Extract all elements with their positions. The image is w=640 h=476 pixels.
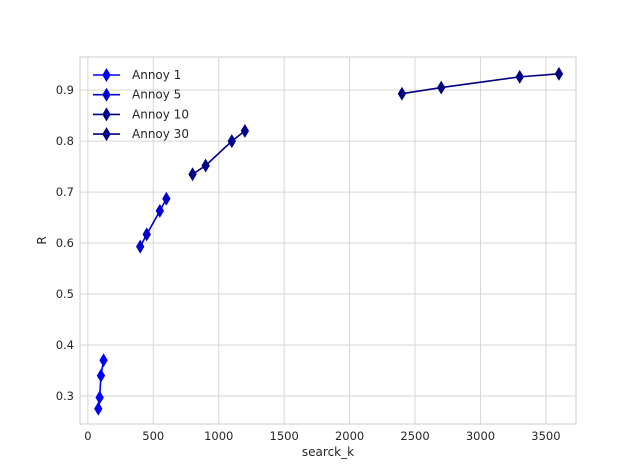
data-point xyxy=(515,69,524,84)
data-point xyxy=(95,390,104,405)
series-3 xyxy=(188,123,250,182)
series-1 xyxy=(94,353,108,416)
x-tick-label: 500 xyxy=(142,429,164,443)
legend-marker xyxy=(102,87,111,102)
series-layer xyxy=(94,66,564,416)
data-point xyxy=(227,134,236,149)
legend-marker xyxy=(102,107,111,122)
y-tick-label: 0.4 xyxy=(56,338,74,352)
data-point xyxy=(155,203,165,218)
series-2 xyxy=(136,191,171,254)
data-point xyxy=(188,167,197,182)
x-tick-label: 2000 xyxy=(335,429,364,443)
series-line xyxy=(139,198,168,247)
data-point xyxy=(99,353,108,368)
y-tick-label: 0.7 xyxy=(56,185,74,199)
y-axis: 0.3 0.4 0.5 0.6 0.7 0.8 0.9 xyxy=(56,83,74,403)
y-axis-label: R xyxy=(35,236,49,244)
data-point xyxy=(94,401,103,416)
data-point xyxy=(136,239,145,254)
legend-label: Annoy 10 xyxy=(132,107,189,121)
legend-entry: Annoy 1 xyxy=(93,68,181,82)
series-line xyxy=(192,130,246,175)
data-point xyxy=(96,368,106,383)
data-point xyxy=(201,158,210,173)
legend-marker xyxy=(102,127,111,142)
x-tick-label: 3500 xyxy=(531,429,560,443)
legend-entry: Annoy 10 xyxy=(93,107,189,121)
legend-marker xyxy=(102,68,111,82)
legend-entry: Annoy 5 xyxy=(93,88,181,102)
series-4 xyxy=(397,66,564,101)
y-tick-label: 0.6 xyxy=(56,236,74,250)
data-point xyxy=(240,123,250,138)
y-tick-label: 0.9 xyxy=(56,83,74,97)
data-point xyxy=(554,66,564,81)
y-tick-label: 0.8 xyxy=(56,134,74,148)
data-point xyxy=(437,80,446,95)
x-axis: 0 500 1000 1500 2000 2500 3000 3500 xyxy=(84,429,560,443)
legend-label: Annoy 30 xyxy=(132,127,189,141)
x-axis-label: searck_k xyxy=(302,445,354,459)
y-tick-label: 0.5 xyxy=(56,287,74,301)
legend-label: Annoy 5 xyxy=(132,88,181,102)
data-point xyxy=(162,191,171,206)
legend-entry: Annoy 30 xyxy=(93,127,189,141)
legend-label: Annoy 1 xyxy=(132,68,181,82)
data-point xyxy=(397,86,407,101)
legend: Annoy 1 Annoy 5 Annoy 10 Annoy 30 xyxy=(93,68,189,141)
x-tick-label: 1500 xyxy=(270,429,299,443)
x-tick-label: 2500 xyxy=(400,429,429,443)
x-tick-label: 0 xyxy=(84,429,91,443)
data-point xyxy=(142,227,151,242)
x-tick-label: 3000 xyxy=(466,429,495,443)
plot-area xyxy=(79,56,577,425)
x-tick-label: 1000 xyxy=(204,429,233,443)
series-line xyxy=(401,73,560,95)
plot-frame xyxy=(79,56,577,425)
y-tick-label: 0.3 xyxy=(56,389,74,403)
grid xyxy=(80,57,576,424)
